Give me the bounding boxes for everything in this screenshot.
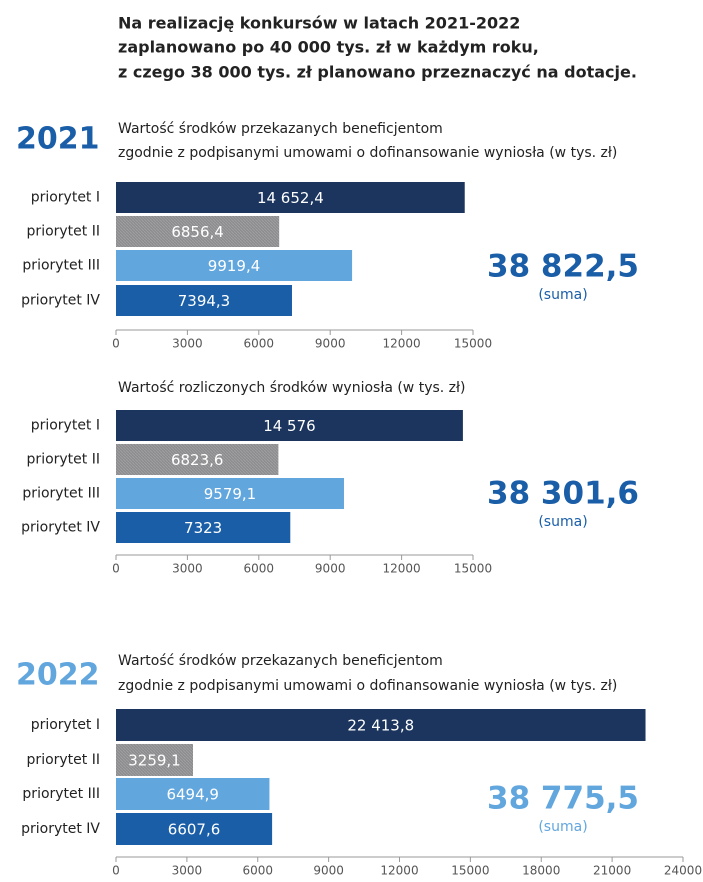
header-line: z czego 38 000 tys. zł planowano przezna… bbox=[118, 63, 637, 82]
x-tick-label: 0 bbox=[112, 562, 120, 576]
x-tick-label: 0 bbox=[112, 337, 120, 351]
value-label: 6823,6 bbox=[171, 451, 224, 469]
bar bbox=[116, 410, 463, 441]
bar bbox=[116, 444, 279, 475]
chart-title: zgodnie z podpisanymi umowami o dofinans… bbox=[118, 145, 617, 161]
x-tick-label: 3000 bbox=[172, 562, 203, 576]
x-tick-label: 3000 bbox=[172, 864, 203, 878]
category-label: priorytet I bbox=[31, 190, 100, 206]
header-line: zaplanowano po 40 000 tys. zł w każdym r… bbox=[118, 38, 539, 57]
total-value: 38 301,6 bbox=[487, 476, 639, 512]
x-tick-label: 6000 bbox=[244, 562, 275, 576]
x-tick-label: 15000 bbox=[454, 562, 492, 576]
category-label: priorytet II bbox=[27, 752, 100, 768]
value-label: 7394,3 bbox=[178, 292, 231, 310]
bar bbox=[116, 512, 291, 543]
bar bbox=[116, 709, 646, 741]
category-label: priorytet IV bbox=[21, 520, 100, 536]
value-label: 6494,9 bbox=[166, 786, 219, 804]
value-label: 14 576 bbox=[263, 417, 316, 435]
x-tick-label: 6000 bbox=[242, 864, 273, 878]
category-label: priorytet I bbox=[31, 418, 100, 434]
bar bbox=[116, 478, 344, 509]
x-tick-label: 6000 bbox=[244, 337, 275, 351]
x-tick-label: 12000 bbox=[383, 337, 421, 351]
category-label: priorytet III bbox=[22, 258, 100, 274]
category-label: priorytet IV bbox=[21, 293, 100, 309]
x-tick-label: 18000 bbox=[522, 864, 560, 878]
bar bbox=[116, 285, 292, 316]
x-tick-label: 15000 bbox=[451, 864, 489, 878]
bar bbox=[116, 216, 280, 247]
chart-title: Wartość środków przekazanych beneficjent… bbox=[118, 121, 443, 137]
bar bbox=[116, 250, 353, 281]
chart-title: Wartość środków przekazanych beneficjent… bbox=[118, 653, 443, 669]
x-tick-label: 12000 bbox=[383, 562, 421, 576]
bar bbox=[116, 778, 270, 810]
category-label: priorytet II bbox=[27, 452, 100, 468]
x-tick-label: 9000 bbox=[313, 864, 344, 878]
total-value: 38 822,5 bbox=[487, 249, 639, 285]
category-label: priorytet IV bbox=[21, 821, 100, 837]
x-tick-label: 24000 bbox=[664, 864, 702, 878]
category-label: priorytet II bbox=[27, 224, 100, 240]
chart-title: Wartość rozliczonych środków wyniosła (w… bbox=[118, 380, 465, 396]
value-label: 3259,1 bbox=[128, 752, 181, 770]
total-note: (suma) bbox=[538, 287, 587, 303]
year-label: 2022 bbox=[16, 658, 100, 693]
x-tick-label: 3000 bbox=[172, 337, 203, 351]
value-label: 14 652,4 bbox=[257, 189, 324, 207]
x-tick-label: 0 bbox=[112, 864, 120, 878]
bar bbox=[116, 744, 193, 776]
total-note: (suma) bbox=[538, 514, 587, 530]
value-label: 6856,4 bbox=[171, 223, 224, 241]
x-tick-label: 12000 bbox=[380, 864, 418, 878]
x-tick-label: 9000 bbox=[315, 562, 346, 576]
header-line: Na realizację konkursów w latach 2021-20… bbox=[118, 14, 520, 33]
value-label: 9919,4 bbox=[208, 257, 261, 275]
category-label: priorytet I bbox=[31, 717, 100, 733]
chart-title: zgodnie z podpisanymi umowami o dofinans… bbox=[118, 678, 617, 694]
category-label: priorytet III bbox=[22, 786, 100, 802]
value-label: 22 413,8 bbox=[347, 717, 414, 735]
x-tick-label: 15000 bbox=[454, 337, 492, 351]
value-label: 9579,1 bbox=[204, 485, 257, 503]
value-label: 6607,6 bbox=[168, 821, 221, 839]
bar bbox=[116, 813, 273, 845]
x-tick-label: 21000 bbox=[593, 864, 631, 878]
value-label: 7323 bbox=[184, 519, 222, 537]
bar bbox=[116, 182, 465, 213]
year-label: 2021 bbox=[16, 122, 100, 157]
category-label: priorytet III bbox=[22, 486, 100, 502]
x-tick-label: 9000 bbox=[315, 337, 346, 351]
total-value: 38 775,5 bbox=[487, 781, 639, 817]
total-note: (suma) bbox=[538, 819, 587, 835]
